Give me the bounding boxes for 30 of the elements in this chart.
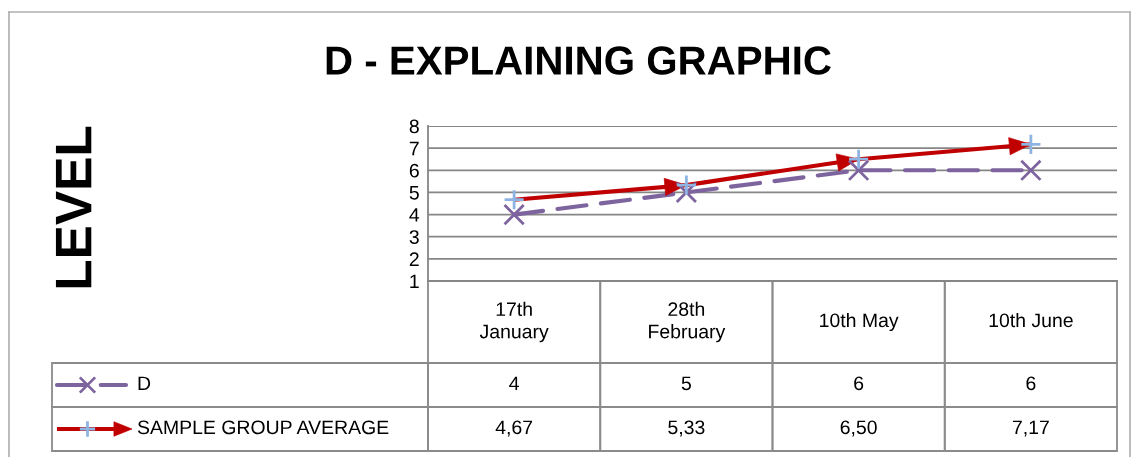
chart-title: D - EXPLAINING GRAPHIC: [326, 46, 831, 75]
y-tick-label: 7: [409, 141, 419, 156]
x-tick-label: 10th June: [989, 312, 1073, 328]
point: [1019, 133, 1042, 156]
y-tick-label: 8: [409, 119, 419, 134]
data-label: 6: [854, 376, 864, 391]
data-label: 5: [681, 376, 691, 391]
data-label: 7,17: [1012, 420, 1049, 437]
text: LEVEL: [55, 126, 92, 288]
data-label: 6: [1026, 376, 1036, 391]
point: [847, 148, 870, 171]
x-tick-label: 17th January: [479, 301, 549, 343]
point: [503, 203, 526, 226]
y-tick-label: 1: [410, 274, 419, 289]
y-tick-label: 5: [409, 186, 419, 200]
data-label: 4,67: [495, 420, 533, 437]
legend-label: D: [138, 376, 151, 391]
data-label: 5,33: [668, 420, 705, 437]
y-tick-label: 3: [409, 230, 419, 244]
data-label: 6,50: [840, 420, 877, 437]
y-tick-label: 2: [409, 252, 419, 266]
point: [503, 188, 526, 211]
legend-label: SAMPLE GROUP AVERAGE: [137, 420, 389, 435]
x-tick-label: 10th May: [820, 312, 899, 332]
y-tick-label: 6: [409, 163, 419, 178]
y-tick-label: 4: [409, 208, 420, 222]
data-label: 4: [509, 376, 519, 391]
point: [1019, 159, 1042, 182]
x-tick-label: 28th February: [649, 301, 726, 343]
point: [675, 174, 698, 197]
